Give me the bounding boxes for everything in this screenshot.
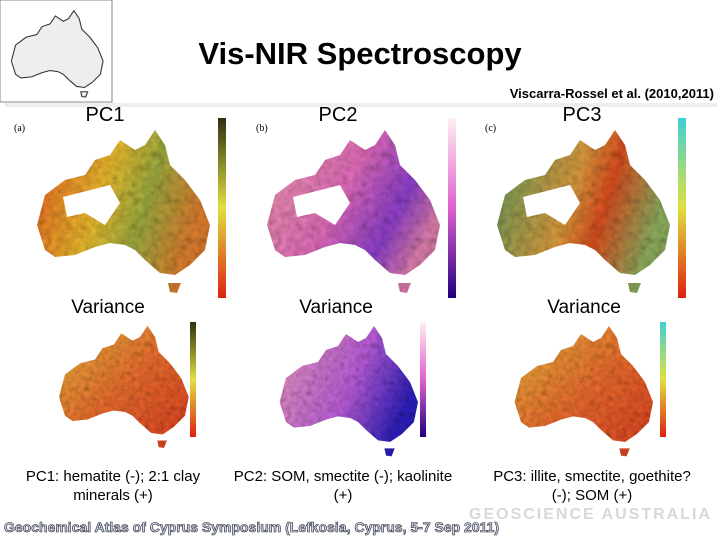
variance-label: Variance xyxy=(71,297,145,318)
caption: PC2: SOM, smectite (-); kaolinite (+) xyxy=(233,468,453,504)
map-pc3 xyxy=(497,118,686,298)
variance-label: Variance xyxy=(547,297,621,318)
map-pc2 xyxy=(267,118,456,298)
panel-label: PC3 xyxy=(562,104,602,126)
panel-label: PC2 xyxy=(318,104,358,126)
band xyxy=(5,103,717,107)
caption: PC1: hematite (-); 2:1 clay minerals (+) xyxy=(25,468,201,504)
panel-letter: (a) xyxy=(14,123,26,134)
caption: PC3: illite, smectite, goethite? (-); SO… xyxy=(493,468,691,504)
map-var3 xyxy=(514,322,666,457)
map-var1 xyxy=(59,322,196,448)
map-var2 xyxy=(279,322,426,457)
inset-map xyxy=(0,0,113,103)
footer: Geochemical Atlas of Cyprus Symposium (L… xyxy=(4,519,500,536)
panel-letter: (c) xyxy=(485,123,497,134)
panel-letter: (b) xyxy=(256,123,268,134)
map-pc1 xyxy=(37,118,226,298)
variance-label: Variance xyxy=(299,297,373,318)
citation: Viscarra-Rossel et al. (2010,2011) xyxy=(509,86,714,101)
title: Vis-NIR Spectroscopy xyxy=(198,36,522,71)
panel-label: PC1 xyxy=(85,104,125,126)
logo: GEOSCIENCE AUSTRALIA xyxy=(469,506,712,523)
